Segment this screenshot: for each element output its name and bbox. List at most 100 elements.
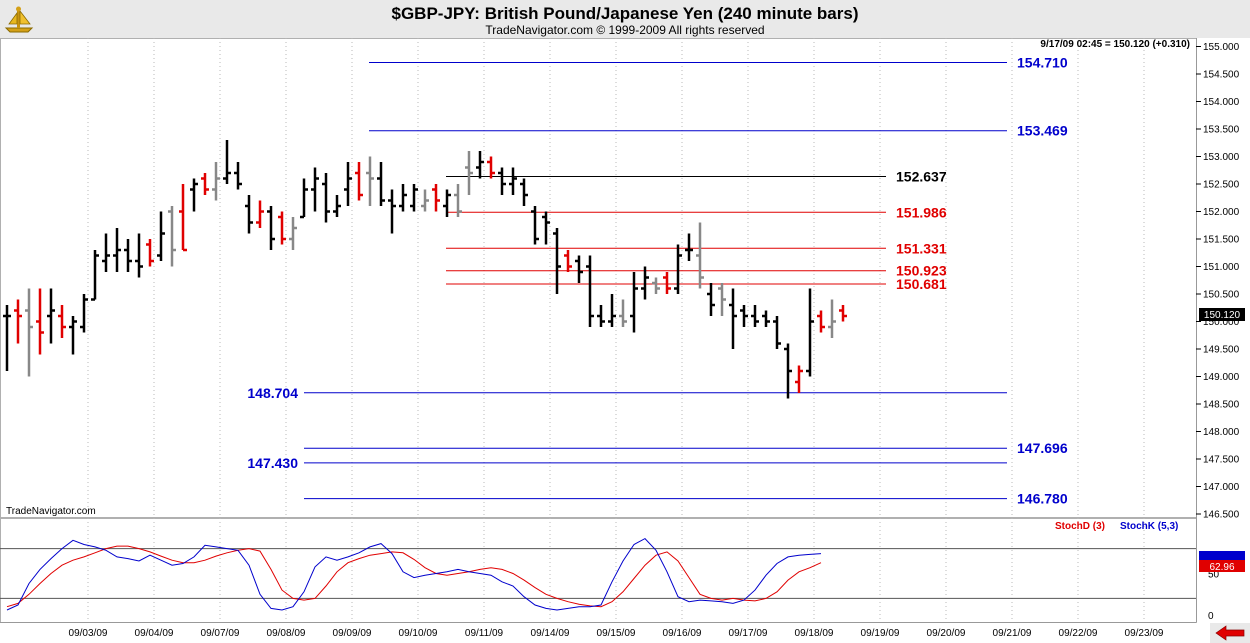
stochastic-panel: 0 50 <box>0 537 1220 622</box>
level-label-153.469: 153.469 <box>1017 123 1068 139</box>
date-tick-label: 09/19/09 <box>861 628 900 639</box>
price-tick-label: 149.000 <box>1203 372 1240 383</box>
ohlc-bar <box>58 305 66 338</box>
stoch-tick-label: 0 <box>1208 611 1214 622</box>
ohlc-bar <box>179 184 187 252</box>
ohlc-bar <box>729 288 737 349</box>
ohlc-bar <box>333 195 341 217</box>
stochk-line <box>6 537 822 611</box>
date-tick-label: 09/04/09 <box>135 628 174 639</box>
ohlc-bar <box>806 288 814 377</box>
stochk-legend: StochK (5,3) <box>1120 521 1178 532</box>
stoch-last-markers: 62.96 <box>1199 551 1245 573</box>
ohlc-bar <box>91 250 99 301</box>
level-label-151.986: 151.986 <box>896 204 947 220</box>
ohlc-bar <box>157 211 165 261</box>
date-tick-label: 09/21/09 <box>993 628 1032 639</box>
copyright-notice: TradeNavigator.com © 1999-2009 All right… <box>485 23 765 37</box>
ohlc-bar <box>542 211 550 245</box>
price-tick-label: 151.500 <box>1203 235 1240 246</box>
ohlc-bar <box>553 228 561 294</box>
price-tick-label: 148.000 <box>1203 427 1240 438</box>
ship-wheel-logo-icon <box>4 6 34 33</box>
ohlc-bar <box>245 195 253 234</box>
ohlc-bar <box>509 167 517 195</box>
level-label-152.637: 152.637 <box>896 168 947 184</box>
ohlc-bar <box>311 167 319 212</box>
stochd-line <box>6 545 822 608</box>
price-tick-label: 150.500 <box>1203 290 1240 301</box>
ohlc-bar <box>36 288 44 355</box>
date-tick-label: 09/18/09 <box>795 628 834 639</box>
price-tick-label: 147.500 <box>1203 455 1240 466</box>
ohlc-bar <box>520 178 528 206</box>
ohlc-bar <box>443 189 451 217</box>
ohlc-bar <box>410 184 418 212</box>
stoch-tick-label: 50 <box>1208 570 1220 581</box>
ohlc-bar <box>476 151 484 179</box>
ohlc-bar <box>586 255 594 327</box>
ohlc-bar <box>223 140 231 184</box>
ohlc-bar <box>498 167 506 195</box>
ohlc-bar <box>113 228 121 272</box>
ohlc-bar <box>146 239 154 267</box>
price-levels: 154.710 153.469 152.637 151.986 151.331 150.9… <box>247 54 1067 506</box>
price-axis: 146.500 147.000 147.500 148.000 148.500 149.0… <box>1196 42 1240 521</box>
date-tick-label: 09/08/09 <box>267 628 306 639</box>
ohlc-bar <box>300 178 308 219</box>
price-tick-label: 155.000 <box>1203 42 1240 53</box>
ohlc-bar <box>190 178 198 212</box>
ohlc-bar <box>366 156 374 206</box>
level-label-146.780: 146.780 <box>1017 491 1068 507</box>
chart-title: $GBP-JPY: British Pound/Japanese Yen (24… <box>391 4 859 23</box>
ohlc-bar <box>377 162 385 206</box>
stoch-legend: StochD (3) StochK (5,3) <box>1055 521 1178 532</box>
ohlc-bar <box>355 162 363 201</box>
ohlc-bar <box>212 162 220 201</box>
ohlc-bar <box>388 189 396 234</box>
ohlc-bar <box>102 233 110 272</box>
ohlc-bar <box>674 244 682 294</box>
scroll-left-arrow-icon[interactable] <box>1210 623 1250 643</box>
ohlc-bar <box>256 200 264 228</box>
price-tick-label: 149.500 <box>1203 345 1240 356</box>
ohlc-bar <box>762 310 770 327</box>
date-tick-label: 09/23/09 <box>1125 628 1164 639</box>
price-tick-label: 151.000 <box>1203 262 1240 273</box>
ohlc-bar <box>696 222 704 289</box>
ohlc-bar <box>531 206 539 245</box>
ohlc-bar <box>234 162 242 190</box>
date-tick-label: 09/07/09 <box>201 628 240 639</box>
stochd-last-value: 62.96 <box>1209 562 1234 573</box>
level-label-147.430: 147.430 <box>247 455 298 471</box>
date-tick-label: 09/17/09 <box>729 628 768 639</box>
ohlc-bar <box>135 233 143 278</box>
ohlc-bar <box>707 283 715 316</box>
ohlc-bar <box>839 305 847 322</box>
ohlc-bar <box>828 299 836 338</box>
ohlc-bars <box>3 140 847 399</box>
ohlc-bar <box>465 151 473 195</box>
ohlc-bar <box>784 343 792 399</box>
date-tick-label: 09/03/09 <box>69 628 108 639</box>
ohlc-bar <box>619 299 627 327</box>
ohlc-bar <box>201 173 209 195</box>
date-tick-label: 09/09/09 <box>333 628 372 639</box>
ohlc-bar <box>685 233 693 261</box>
ohlc-bar <box>564 250 572 272</box>
ohlc-bar <box>608 294 616 327</box>
price-tick-label: 150.000 <box>1203 317 1240 328</box>
ohlc-bar <box>124 239 132 272</box>
level-label-150.923: 150.923 <box>896 263 947 279</box>
ohlc-bar <box>817 310 825 333</box>
price-tick-label: 147.000 <box>1203 482 1240 493</box>
watermark-label: TradeNavigator.com <box>6 506 96 517</box>
date-tick-label: 09/14/09 <box>531 628 570 639</box>
ohlc-bar <box>80 294 88 333</box>
date-tick-label: 09/10/09 <box>399 628 438 639</box>
level-label-147.696: 147.696 <box>1017 440 1068 456</box>
ohlc-bar <box>3 305 11 371</box>
level-label-150.681: 150.681 <box>896 276 947 292</box>
price-tick-label: 154.000 <box>1203 97 1240 108</box>
